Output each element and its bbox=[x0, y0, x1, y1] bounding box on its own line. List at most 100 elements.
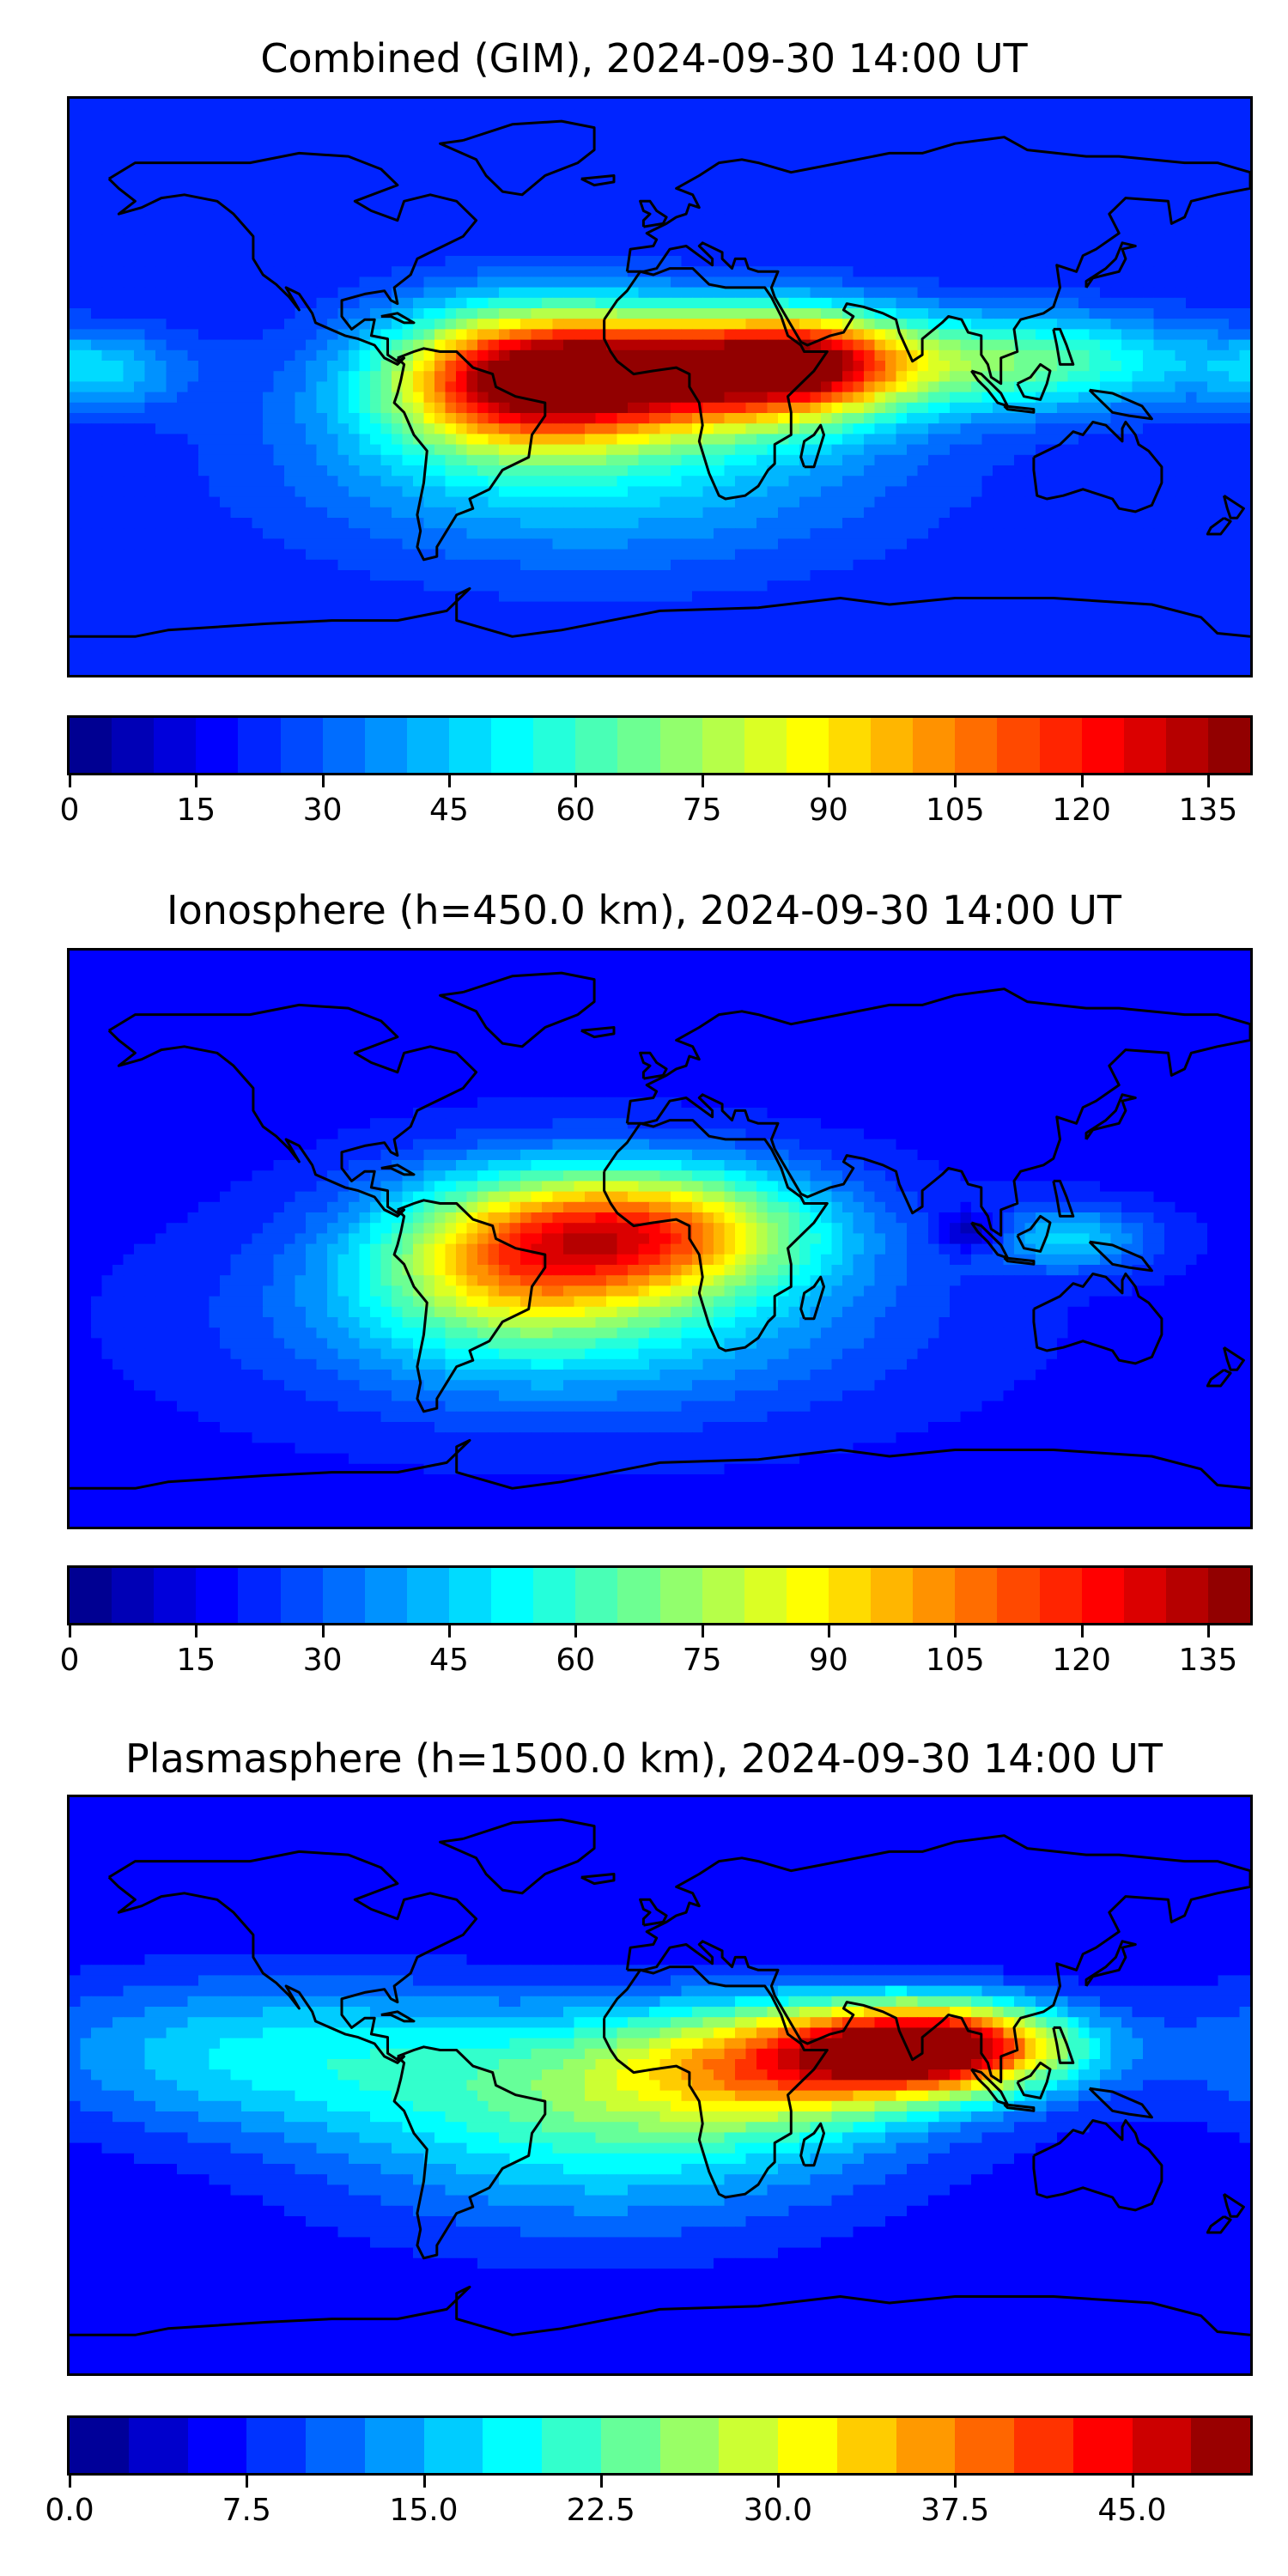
colorbar-segment bbox=[659, 1568, 702, 1623]
colorbar-segment bbox=[1081, 1568, 1124, 1623]
colorbar-ticks: 0 15 30 45 60 75 90 105 120 135 bbox=[60, 775, 1253, 828]
colorbar-segment bbox=[280, 1568, 323, 1623]
colorbar-segment bbox=[1123, 718, 1166, 773]
colorbar-tick bbox=[246, 2476, 249, 2488]
coastline bbox=[107, 151, 478, 366]
colorbar-segment bbox=[617, 718, 660, 773]
colorbar-segment bbox=[238, 1568, 281, 1623]
colorbar-segment bbox=[196, 718, 239, 773]
colorbar-segment bbox=[871, 718, 914, 773]
colorbar-segment bbox=[1132, 2418, 1192, 2473]
colorbar-segment bbox=[828, 718, 872, 773]
coastline bbox=[603, 267, 829, 501]
coastline bbox=[1052, 327, 1075, 366]
colorbar-segment bbox=[1165, 718, 1208, 773]
coastline bbox=[107, 1850, 478, 2064]
colorbar-segment bbox=[575, 1568, 618, 1623]
coastline bbox=[799, 2122, 825, 2167]
colorbar-tick bbox=[954, 775, 957, 787]
colorbar-segment bbox=[112, 1568, 155, 1623]
colorbar-tick bbox=[447, 775, 451, 787]
colorbar bbox=[67, 715, 1253, 775]
coastline bbox=[1003, 1256, 1036, 1266]
coastline bbox=[1016, 362, 1052, 401]
coastline bbox=[639, 1898, 668, 1927]
colorbar-segment bbox=[744, 718, 787, 773]
colorbar-tick bbox=[447, 1625, 451, 1637]
colorbar-segment bbox=[617, 1568, 660, 1623]
colorbar-tick-label: 75 bbox=[682, 1643, 722, 1678]
panel-title: Ionosphere (h=450.0 km), 2024-09-30 14:0… bbox=[167, 887, 1121, 933]
coastline bbox=[1088, 388, 1153, 421]
tec-map bbox=[70, 951, 1250, 1527]
coastline bbox=[580, 1873, 616, 1886]
coastline bbox=[970, 369, 1009, 408]
colorbar-segment bbox=[154, 718, 197, 773]
colorbar-tick-label: 22.5 bbox=[566, 2493, 635, 2528]
colorbar-tick-label: 90 bbox=[809, 1643, 848, 1678]
coastline bbox=[603, 1965, 829, 2199]
coastlines bbox=[70, 119, 1250, 638]
colorbar-segment bbox=[955, 2418, 1014, 2473]
coastline bbox=[970, 2068, 1009, 2106]
colorbar-tick bbox=[701, 1625, 704, 1637]
coastline bbox=[799, 1275, 825, 1321]
colorbar-segment bbox=[246, 2418, 306, 2473]
coastline bbox=[1222, 2192, 1245, 2218]
coastline bbox=[1222, 494, 1245, 519]
colorbar-tick-label: 105 bbox=[925, 1643, 985, 1678]
colorbar-segment bbox=[112, 718, 155, 773]
colorbar-tick-label: 30.0 bbox=[743, 2493, 813, 2528]
colorbar-segment bbox=[322, 718, 365, 773]
colorbar-segment bbox=[1207, 718, 1251, 773]
colorbar-segment bbox=[128, 2418, 188, 2473]
colorbar-tick bbox=[195, 775, 198, 787]
map-frame bbox=[67, 96, 1253, 677]
colorbar-segment bbox=[483, 2418, 542, 2473]
colorbar-segment bbox=[154, 1568, 197, 1623]
colorbar-tick-label: 45 bbox=[429, 1643, 469, 1678]
colorbar-tick-label: 30 bbox=[302, 793, 343, 828]
colorbar-tick-label: 15 bbox=[176, 1643, 216, 1678]
coastline bbox=[625, 987, 1250, 1237]
map-frame bbox=[67, 1795, 1253, 2376]
colorbar-segment bbox=[828, 1568, 872, 1623]
colorbar-segment bbox=[575, 718, 618, 773]
colorbar-segment bbox=[1165, 1568, 1208, 1623]
colorbar-tick-label: 60 bbox=[556, 793, 596, 828]
coastline bbox=[1088, 2087, 1153, 2119]
colorbar-segment bbox=[955, 718, 998, 773]
colorbar-ticks: 0 15 30 45 60 75 90 105 120 135 bbox=[60, 1625, 1253, 1678]
colorbar-segment bbox=[1081, 718, 1124, 773]
coastline bbox=[439, 1818, 596, 1895]
colorbar-segment bbox=[1072, 2418, 1133, 2473]
coastline bbox=[380, 312, 416, 325]
coastline bbox=[1206, 1368, 1232, 1388]
colorbar-tick bbox=[827, 775, 830, 787]
colorbar-segment bbox=[491, 1568, 534, 1623]
colorbar-tick-label: 90 bbox=[809, 793, 848, 828]
colorbar-segment bbox=[871, 1568, 914, 1623]
colorbar-tick bbox=[1080, 775, 1084, 787]
colorbar-segment bbox=[187, 2418, 247, 2473]
colorbar bbox=[67, 1565, 1253, 1625]
coastline bbox=[1003, 404, 1036, 414]
coastline bbox=[392, 347, 547, 562]
colorbar-segment bbox=[406, 718, 449, 773]
colorbar-segment bbox=[913, 1568, 956, 1623]
coastline bbox=[1084, 1940, 1137, 1987]
colorbar-segment bbox=[322, 1568, 365, 1623]
colorbar-segment bbox=[364, 1568, 407, 1623]
colorbar-segment bbox=[913, 718, 956, 773]
panel-title: Plasmasphere (h=1500.0 km), 2024-09-30 1… bbox=[125, 1735, 1163, 1782]
colorbar-segment bbox=[744, 1568, 787, 1623]
coastline bbox=[107, 1003, 478, 1218]
colorbar-segment bbox=[70, 1568, 112, 1623]
colorbar-segment bbox=[1039, 1568, 1082, 1623]
colorbar-segment bbox=[659, 718, 702, 773]
coastline bbox=[1016, 1214, 1052, 1253]
colorbar-tick-label: 30 bbox=[302, 1643, 343, 1678]
colorbar-tick bbox=[954, 2476, 957, 2488]
coastline bbox=[380, 2010, 416, 2023]
colorbar-segment bbox=[238, 718, 281, 773]
